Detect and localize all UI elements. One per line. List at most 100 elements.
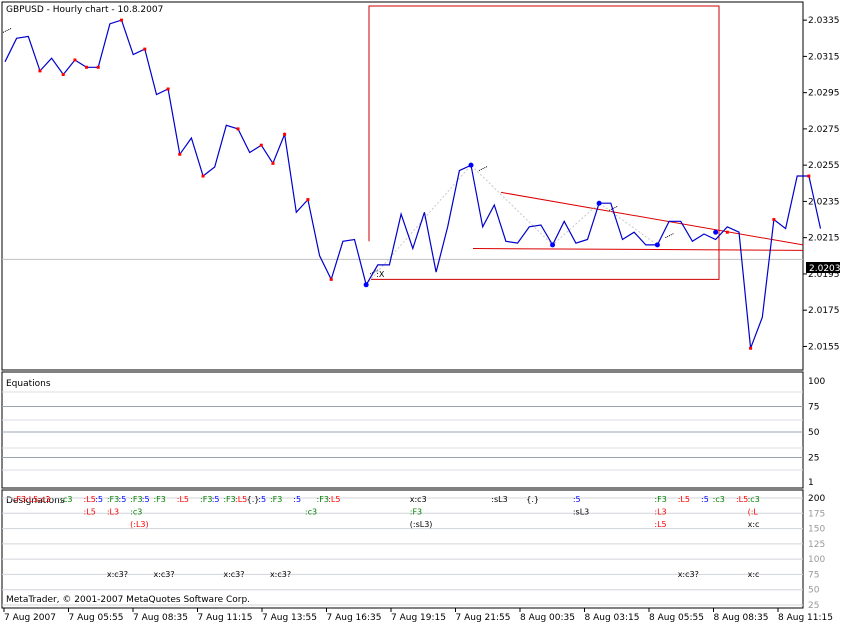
blue-swing-marker	[713, 230, 718, 235]
y-tick-label: 2.0235	[808, 197, 840, 207]
red-swing-marker	[73, 59, 76, 62]
designation-label: :c3	[305, 508, 317, 517]
blue-swing-marker	[597, 201, 602, 206]
designation-label: :5	[258, 495, 266, 504]
designation-label: :5	[293, 495, 301, 504]
swing-markers	[38, 19, 810, 350]
designation-label: x:c3?	[270, 570, 291, 579]
designation-label: :F3	[130, 495, 142, 504]
current-price-label: 2.0203	[809, 264, 841, 274]
red-swing-marker	[306, 198, 309, 201]
y-tick-label: 2.0335	[808, 16, 840, 26]
x-tick-label: 8 Aug 05:55	[649, 613, 704, 623]
trend-line-lower	[473, 249, 803, 251]
designation-label: :5	[119, 495, 127, 504]
designation-label: :sL3	[573, 508, 589, 517]
designation-label: :L5	[328, 495, 340, 504]
dotted-tag	[3, 28, 11, 32]
annotation-label: :X	[376, 270, 385, 279]
x-tick-label: 7 Aug 21:55	[456, 613, 511, 623]
y-tick-label: 2.0275	[808, 125, 840, 135]
red-swing-marker	[178, 153, 181, 156]
designation-label: :L5	[177, 495, 189, 504]
chart-title: GBPUSD - Hourly chart - 10.8.2007	[6, 5, 163, 15]
red-swing-marker	[120, 19, 123, 22]
x-tick-label: 7 Aug 05:55	[69, 613, 124, 623]
x-tick-label: 7 Aug 16:35	[327, 613, 382, 623]
designation-label: :L5	[235, 495, 247, 504]
designations-tick-label: 175	[808, 509, 825, 519]
dotted-tag	[665, 234, 673, 238]
designation-label: :L3	[654, 508, 666, 517]
dotted-tag	[479, 167, 487, 171]
red-swing-marker	[772, 218, 775, 221]
designation-label: :L5	[84, 495, 96, 504]
designation-label: :c3	[748, 495, 760, 504]
x-tick-label: 8 Aug 03:15	[585, 613, 640, 623]
designation-label: :L5	[736, 495, 748, 504]
red-swing-marker	[283, 133, 286, 136]
designation-label: :sL3	[491, 495, 507, 504]
equations-tick-label: 50	[808, 428, 820, 438]
x-tick-label: 7 Aug 13:55	[262, 613, 317, 623]
designation-label: :L3	[107, 508, 119, 517]
designation-label: :5	[573, 495, 581, 504]
price-axis: 2.0335 2.0315 2.0295 2.0275 2.0255 2.0235 2.02…	[803, 16, 840, 352]
red-swing-marker	[749, 347, 752, 350]
designation-label: x:c3?	[223, 570, 244, 579]
designation-label: (:L3)	[130, 520, 148, 529]
red-swing-marker	[237, 127, 240, 130]
x-tick-label: 8 Aug 00:35	[520, 613, 575, 623]
equations-title: Equations	[6, 379, 51, 389]
designation-label: :F3	[654, 495, 666, 504]
designation-label: x:c3?	[107, 570, 128, 579]
x-tick-label: 7 Aug 08:35	[133, 613, 188, 623]
blue-swing-marker	[550, 242, 555, 247]
equations-pane-frame	[2, 372, 803, 488]
y-tick-label: 2.0295	[808, 89, 840, 99]
designations-tick-label: 50	[808, 586, 820, 596]
blue-swing-marker	[655, 242, 660, 247]
red-swing-marker	[143, 48, 146, 51]
designations-tick-label: 100	[808, 555, 825, 565]
designation-label: :c3	[130, 508, 142, 517]
designation-label: :c3	[60, 495, 72, 504]
designation-label: :F3	[317, 495, 329, 504]
blue-swing-marker	[364, 282, 369, 287]
y-tick-label: 2.0215	[808, 234, 840, 244]
designations-tick-label: 150	[808, 525, 825, 535]
y-tick-label: 2.0255	[808, 161, 840, 171]
designation-label: :F3	[153, 495, 165, 504]
designations-pane-frame	[2, 490, 803, 608]
red-swing-marker	[85, 66, 88, 69]
red-swing-marker	[97, 66, 100, 69]
red-swing-marker	[330, 278, 333, 281]
designation-label: :F3:L5:c3	[14, 495, 51, 504]
red-swing-marker	[202, 175, 205, 178]
red-swing-marker	[38, 69, 41, 72]
main-pane-frame	[2, 2, 803, 370]
designation-label: :5	[142, 495, 150, 504]
designation-label: (:sL3)	[410, 520, 433, 529]
x-tick-label: 7 Aug 2007	[4, 613, 56, 623]
x-tick-label: 7 Aug 19:15	[391, 613, 446, 623]
x-tick-label: 7 Aug 11:15	[198, 613, 253, 623]
designation-label: :5	[212, 495, 220, 504]
wave-dotted-path	[366, 165, 657, 285]
equations-tick-label: 1	[808, 478, 814, 488]
designation-label: x:c	[748, 520, 760, 529]
designation-label: :F3	[223, 495, 235, 504]
y-tick-label: 2.0175	[808, 306, 840, 316]
copyright-text: MetaTrader, © 2001-2007 MetaQuotes Softw…	[6, 595, 250, 605]
designation-label: :L5	[678, 495, 690, 504]
x-tick-label: 8 Aug 11:15	[778, 613, 833, 623]
equations-tick-label: 100	[808, 377, 825, 387]
designations-tick-label: 200	[808, 494, 825, 504]
designation-label: x:c3	[410, 495, 427, 504]
designation-label: x:c	[748, 570, 760, 579]
designation-label: :F3	[410, 508, 422, 517]
designation-label: :F3	[270, 495, 282, 504]
trend-line-upper	[501, 192, 803, 245]
price-series	[5, 20, 821, 348]
